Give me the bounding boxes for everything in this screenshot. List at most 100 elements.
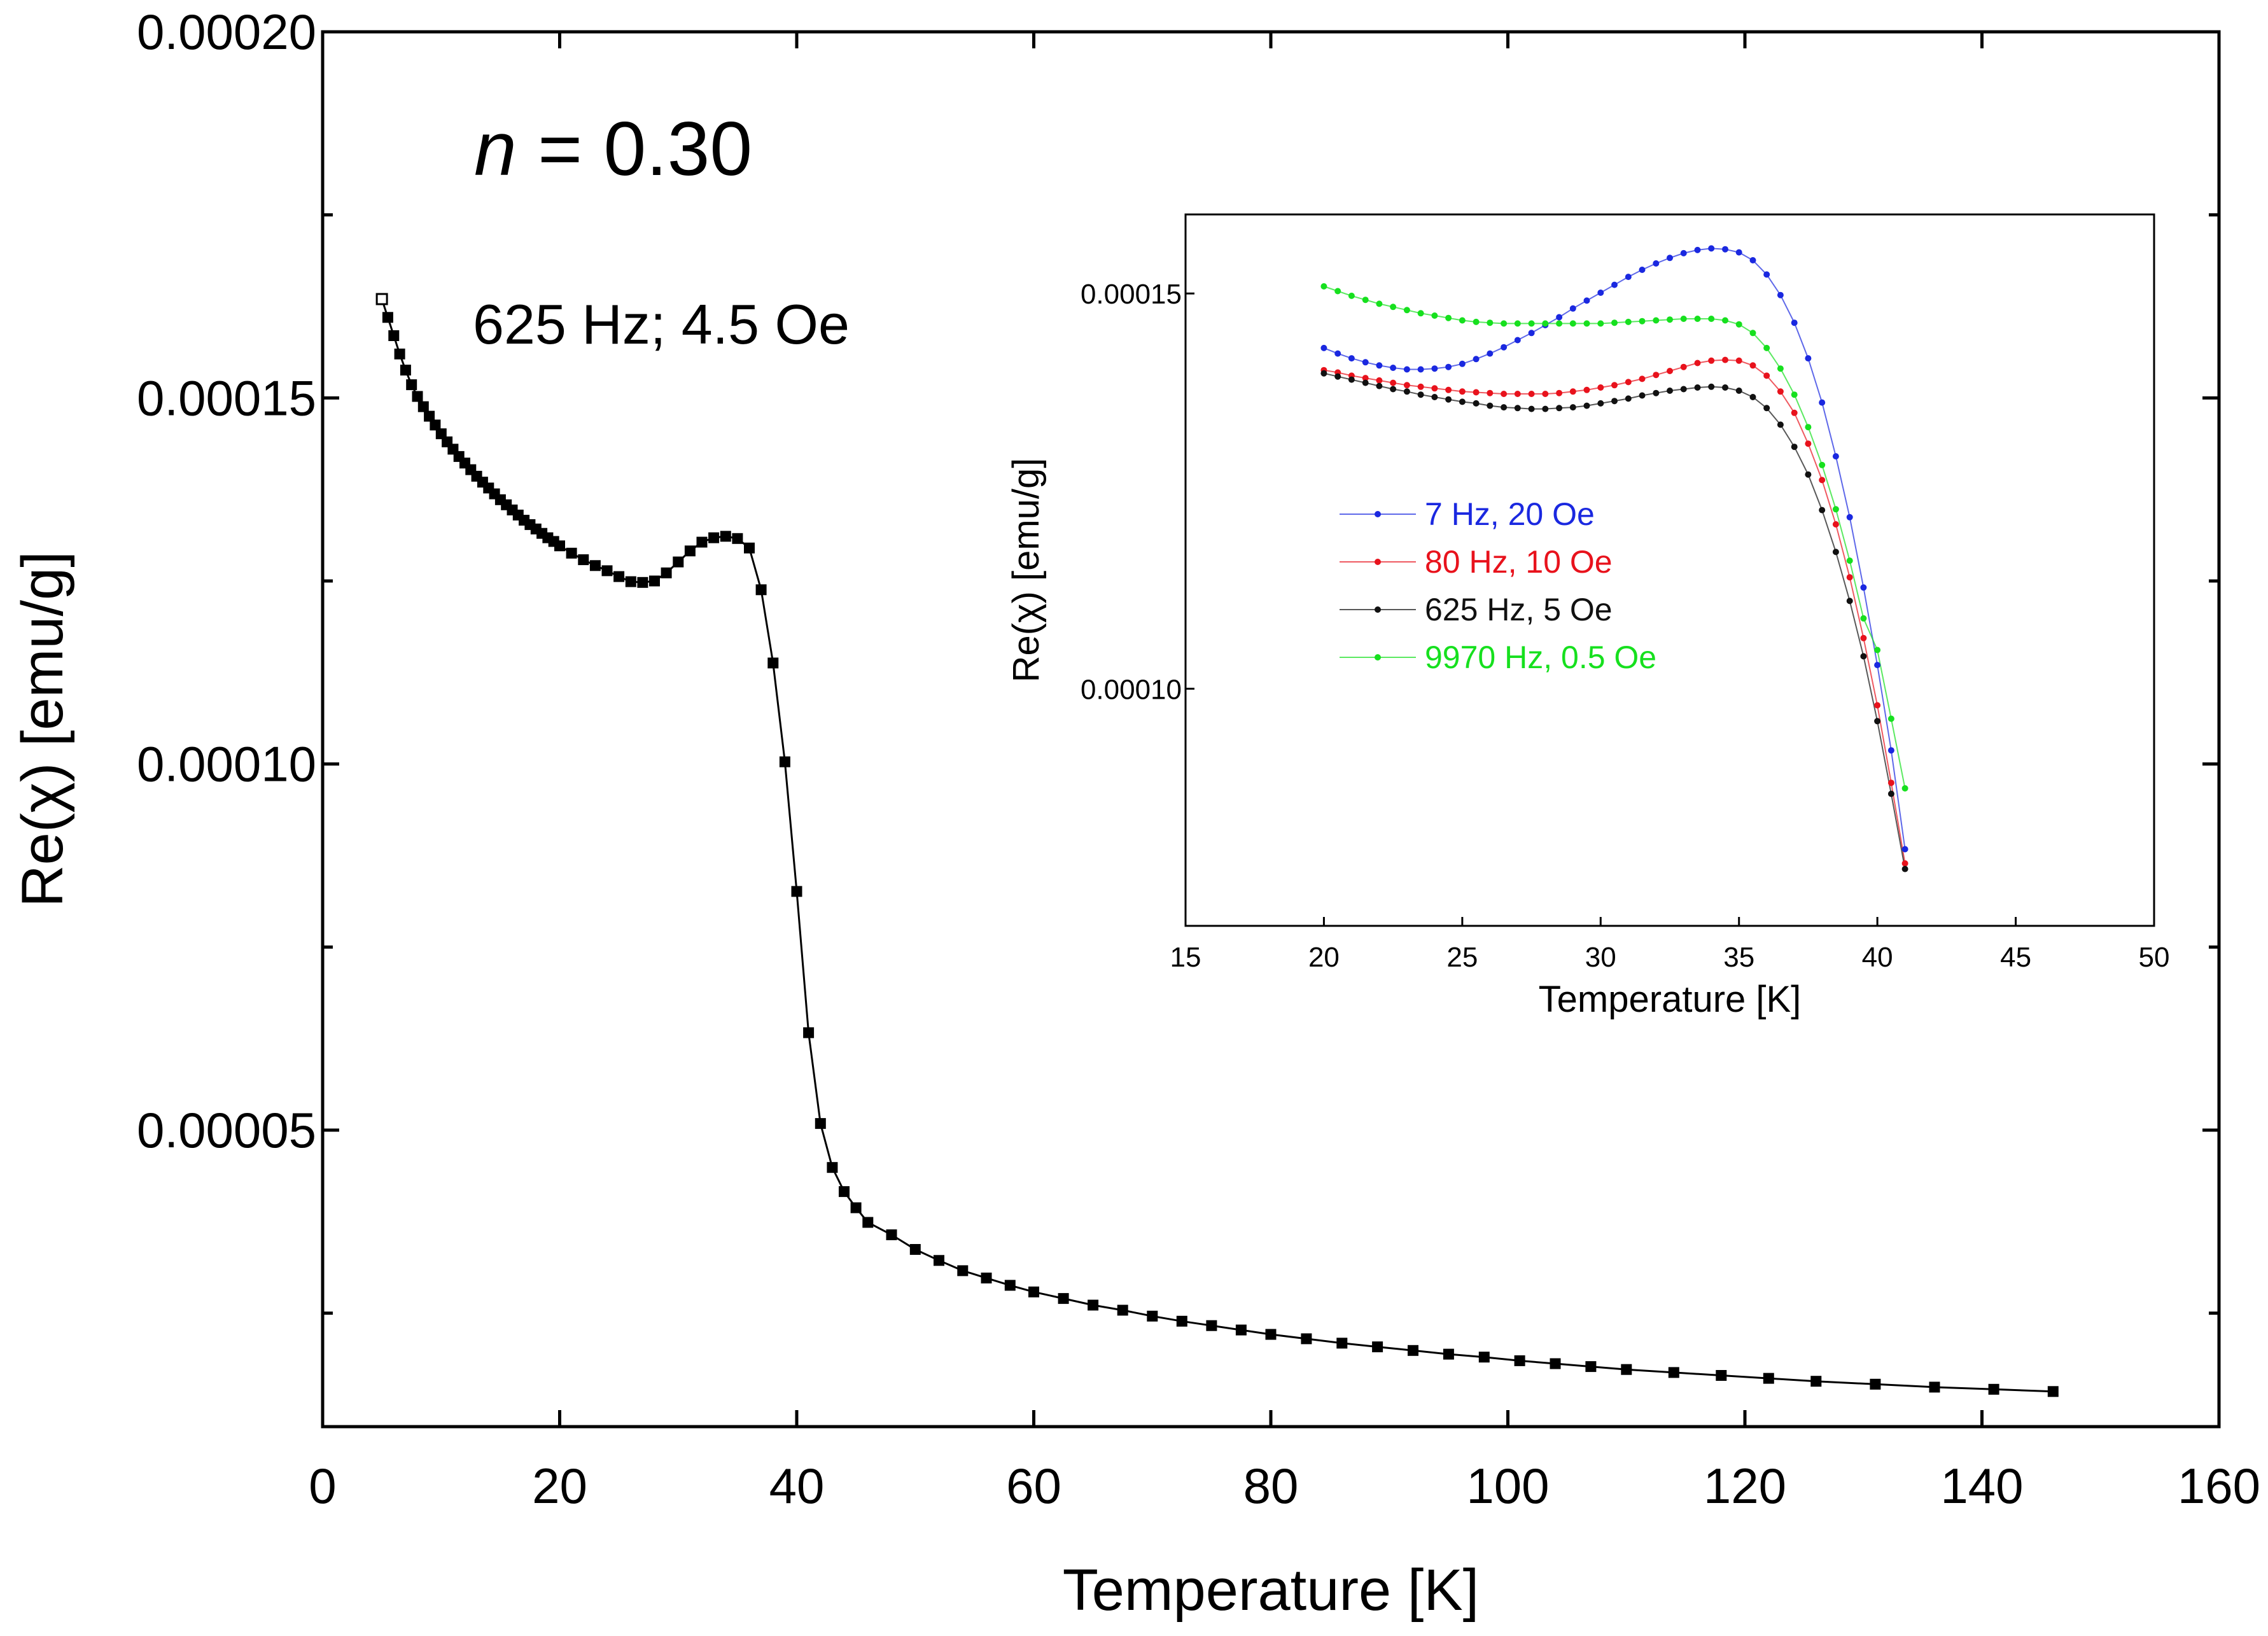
inset-data-point [1777,365,1784,372]
inset-data-point [1708,357,1715,364]
inset-data-point [1445,314,1452,321]
main-data-point [406,379,417,391]
inset-data-point [1556,389,1563,396]
inset-data-point [1376,362,1383,369]
inset-x-tick-label: 40 [1862,942,1893,973]
inset-data-point [1514,337,1521,344]
inset-data-point [1791,391,1798,398]
main-y-tick-labels: 0.00005 0.00010 0.00015 0.00020 [137,4,316,1158]
main-data-point [767,657,779,669]
inset-data-point [1763,344,1770,351]
main-data-point [720,531,731,542]
main-y-tick-label: 0.00020 [137,4,316,60]
main-data-point [1088,1299,1099,1311]
main-data-point [430,419,441,431]
main-data-point [1810,1376,1822,1387]
inset-data-point [1860,584,1867,591]
main-data-point [613,571,625,582]
inset-data-point [1334,373,1341,380]
main-data-point [1301,1333,1312,1345]
inset-data-point [1403,388,1410,395]
main-x-tick-label: 140 [1940,1458,2023,1514]
inset-data-point [1791,319,1798,326]
inset-data-point [1639,318,1646,325]
main-data-point [388,330,400,341]
inset-data-point [1597,400,1604,407]
inset-data-point [1639,392,1646,399]
inset-legend-marker [1375,511,1381,517]
main-y-tick-label: 0.00015 [137,370,316,426]
inset-data-point [1819,461,1826,468]
inset-data-point [1819,507,1826,514]
inset-x-tick-label: 45 [2000,942,2031,973]
inset-data-point [1348,355,1355,362]
main-data-point [1514,1355,1525,1366]
main-data-point [886,1229,897,1240]
inset-data-point [1901,785,1908,792]
inset-data-point [1805,355,1812,362]
inset-data-point [1819,477,1826,484]
inset-data-point [1459,360,1466,367]
inset-data-point [1694,384,1701,391]
annotation-conditions: 625 Hz; 4.5 Oe [473,293,850,356]
inset-data-point [1514,391,1521,397]
main-data-point [1058,1293,1069,1304]
main-x-tick-label: 40 [769,1458,825,1514]
main-data-point [589,560,601,571]
main-data-point [435,428,447,440]
inset-data-point [1569,320,1576,327]
inset-data-point [1832,506,1839,513]
inset-data-point [1653,372,1660,379]
inset-data-point [1846,598,1853,605]
main-data-point [708,532,720,543]
main-chart: 0 20 40 60 80 100 120 140 160 0.000050.000100.00… [10,4,2260,1623]
inset-data-point [1514,320,1521,327]
inset-data-point [1569,404,1576,411]
main-y-axis-label: Re(χ) [emu/g] [10,551,75,907]
inset-data-point [1694,246,1701,253]
inset-data-point [1874,702,1881,709]
main-data-point [375,293,388,305]
inset-data-point [1473,400,1480,407]
inset-data-point [1819,399,1826,406]
inset-data-point [1431,394,1438,400]
inset-data-point [1597,290,1604,296]
inset-data-point [1735,388,1742,394]
main-data-point [1004,1280,1016,1291]
inset-data-point [1417,310,1424,317]
inset-data-point [1653,317,1660,324]
inset-data-point [1611,398,1618,405]
inset-data-point [1708,316,1715,322]
inset-data-point [1528,320,1535,327]
main-data-point [1117,1304,1128,1316]
main-data-point [755,584,767,596]
inset-data-point [1625,318,1632,325]
inset-y-tick-label: 0.00010 [1081,674,1182,705]
inset-data-point [1473,389,1480,396]
inset-legend-marker [1375,606,1381,613]
main-y-tick-label: 0.00010 [137,736,316,792]
inset-x-tick-label: 50 [2139,942,2170,973]
inset-data-point [1722,384,1728,391]
inset-data-point [1805,424,1812,431]
inset-data-point [1528,330,1535,337]
inset-data-point [1501,391,1508,397]
inset-data-point [1667,388,1673,394]
inset-series-marker-group [1320,245,1908,872]
main-data-point [1585,1361,1597,1373]
main-data-point [601,565,613,577]
main-data-point [382,312,393,323]
inset-data-point [1487,389,1494,396]
inset-data-point [1625,395,1632,402]
inset-legend-marker [1375,559,1381,565]
main-data-point [827,1162,838,1173]
main-data-point [649,575,660,587]
inset-data-point [1805,471,1812,478]
inset-data-point [1583,320,1590,327]
inset-data-point [1556,405,1563,412]
inset-data-point [1473,318,1480,325]
inset-legend: 7 Hz, 20 Oe 80 Hz, 10 Oe 625 Hz, 5 Oe 9970 … [1340,496,1656,675]
inset-axis-ticks [1184,292,2155,926]
inset-data-point [1860,634,1867,641]
annotation-n: n = 0.30 [474,106,752,192]
